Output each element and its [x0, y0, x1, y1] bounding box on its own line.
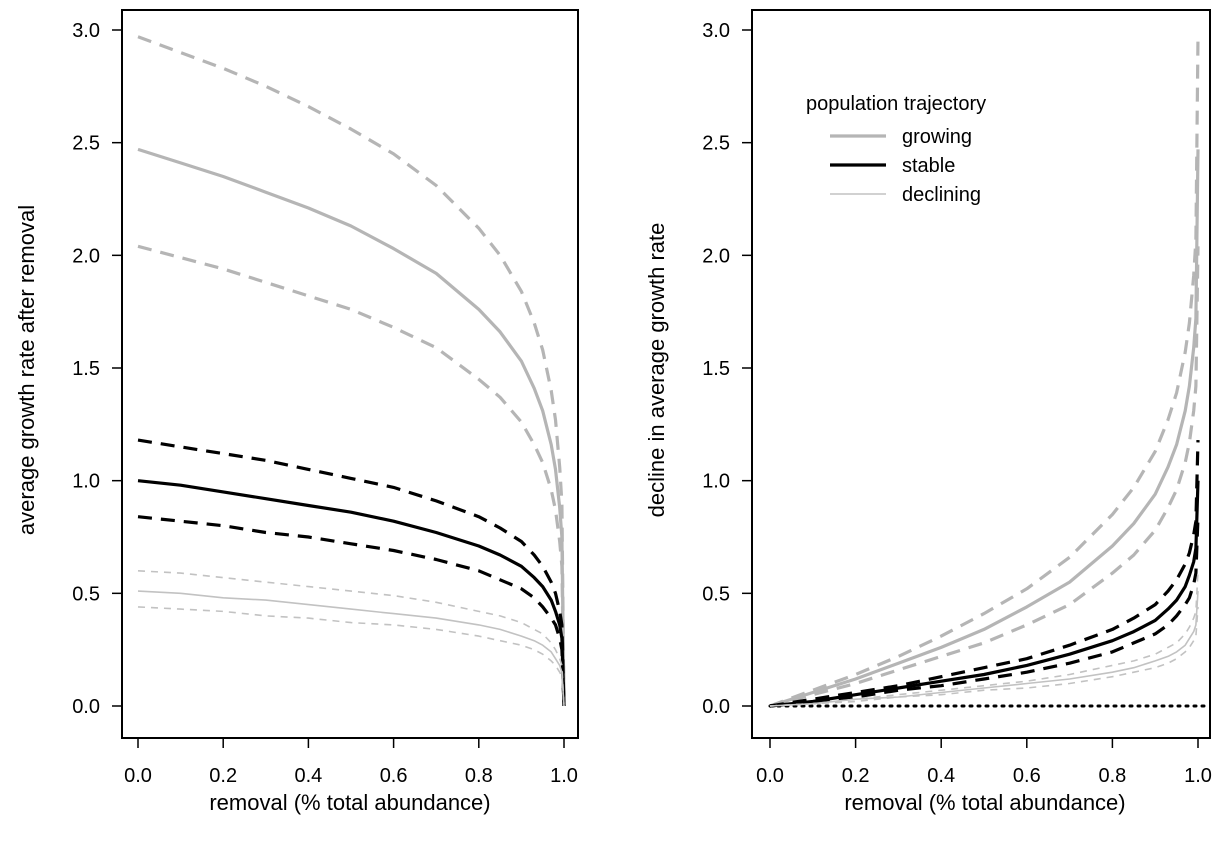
right-tick-layer: 0.0 0.2 0.4 0.6 0.8 1.0 0.0 0.5 1.0 1.5 2.0 2.5 3.0: [702, 20, 1212, 787]
y-tick-label: 2.0: [702, 245, 730, 267]
legend-title: population trajectory: [806, 93, 986, 115]
x-tick-label: 0.8: [1098, 765, 1126, 787]
left-y-axis-label: average growth rate after removal: [14, 205, 39, 535]
y-tick-label: 1.5: [702, 358, 730, 380]
series-line-declining-upper: [137, 570, 565, 707]
series-line-stable-lower: [769, 516, 1200, 708]
series-line-growing-lower: [137, 244, 566, 707]
series-line-declining-lower: [769, 606, 1199, 707]
series-line-declining: [769, 591, 1199, 707]
x-tick-label: 1.0: [550, 765, 578, 787]
x-tick-label: 0.6: [380, 765, 408, 787]
y-tick-label: 1.0: [702, 471, 730, 493]
right-y-axis-label: decline in average growth rate: [644, 223, 669, 518]
y-tick-label: 0.0: [702, 696, 730, 718]
x-tick-label: 0.8: [465, 765, 493, 787]
left-tick-layer: 0.0 0.2 0.4 0.6 0.8 1.0 0.0 0.5 1.0 1.5 2.0 2.5 3.0: [72, 20, 578, 787]
x-tick-label: 0.4: [294, 765, 322, 787]
left-plot-frame: [121, 9, 579, 739]
right-x-axis-label: removal (% total abundance): [844, 790, 1125, 815]
series-line-growing: [137, 147, 566, 707]
series-line-stable: [137, 479, 566, 707]
left-series-layer: [137, 35, 566, 707]
series-line-growing-lower: [769, 246, 1200, 708]
x-tick-label: 0.0: [756, 765, 784, 787]
y-tick-label: 1.0: [72, 471, 100, 493]
legend: population trajectory growing stable dec…: [806, 93, 986, 206]
x-tick-label: 0.2: [209, 765, 237, 787]
x-tick-label: 0.6: [1013, 765, 1041, 787]
y-tick-label: 2.0: [72, 245, 100, 267]
series-line-stable-lower: [137, 515, 566, 707]
right-series-layer: [769, 36, 1200, 708]
left-x-axis-label: removal (% total abundance): [209, 790, 490, 815]
legend-label-growing: growing: [902, 126, 972, 148]
y-tick-label: 2.5: [702, 133, 730, 155]
series-line-stable: [769, 480, 1200, 708]
right-panel: 0.0 0.2 0.4 0.6 0.8 1.00.00.51.01.52.02.53.0 …: [644, 9, 1212, 815]
y-tick-label: 1.5: [72, 358, 100, 380]
y-tick-label: 3.0: [72, 20, 100, 42]
series-line-growing-upper: [137, 35, 566, 707]
series-line-declining: [137, 590, 565, 707]
legend-label-stable: stable: [902, 155, 955, 177]
series-line-declining-upper: [769, 570, 1199, 707]
x-tick-label: 1.0: [1184, 765, 1212, 787]
series-line-stable-upper: [769, 440, 1200, 708]
legend-label-declining: declining: [902, 184, 981, 206]
right-plot-frame: [751, 9, 1211, 739]
left-panel: 0.0 0.2 0.4 0.6 0.8 1.00.00.51.01.52.02.53.0 …: [14, 9, 579, 815]
series-line-growing: [769, 149, 1200, 708]
x-tick-label: 0.4: [927, 765, 955, 787]
y-tick-label: 0.5: [702, 583, 730, 605]
y-tick-label: 0.5: [72, 583, 100, 605]
x-tick-label: 0.0: [124, 765, 152, 787]
y-tick-label: 2.5: [72, 133, 100, 155]
series-line-stable-upper: [137, 438, 566, 707]
y-tick-label: 0.0: [72, 696, 100, 718]
series-line-declining-lower: [137, 606, 565, 707]
x-tick-label: 0.2: [842, 765, 870, 787]
y-tick-label: 3.0: [702, 20, 730, 42]
